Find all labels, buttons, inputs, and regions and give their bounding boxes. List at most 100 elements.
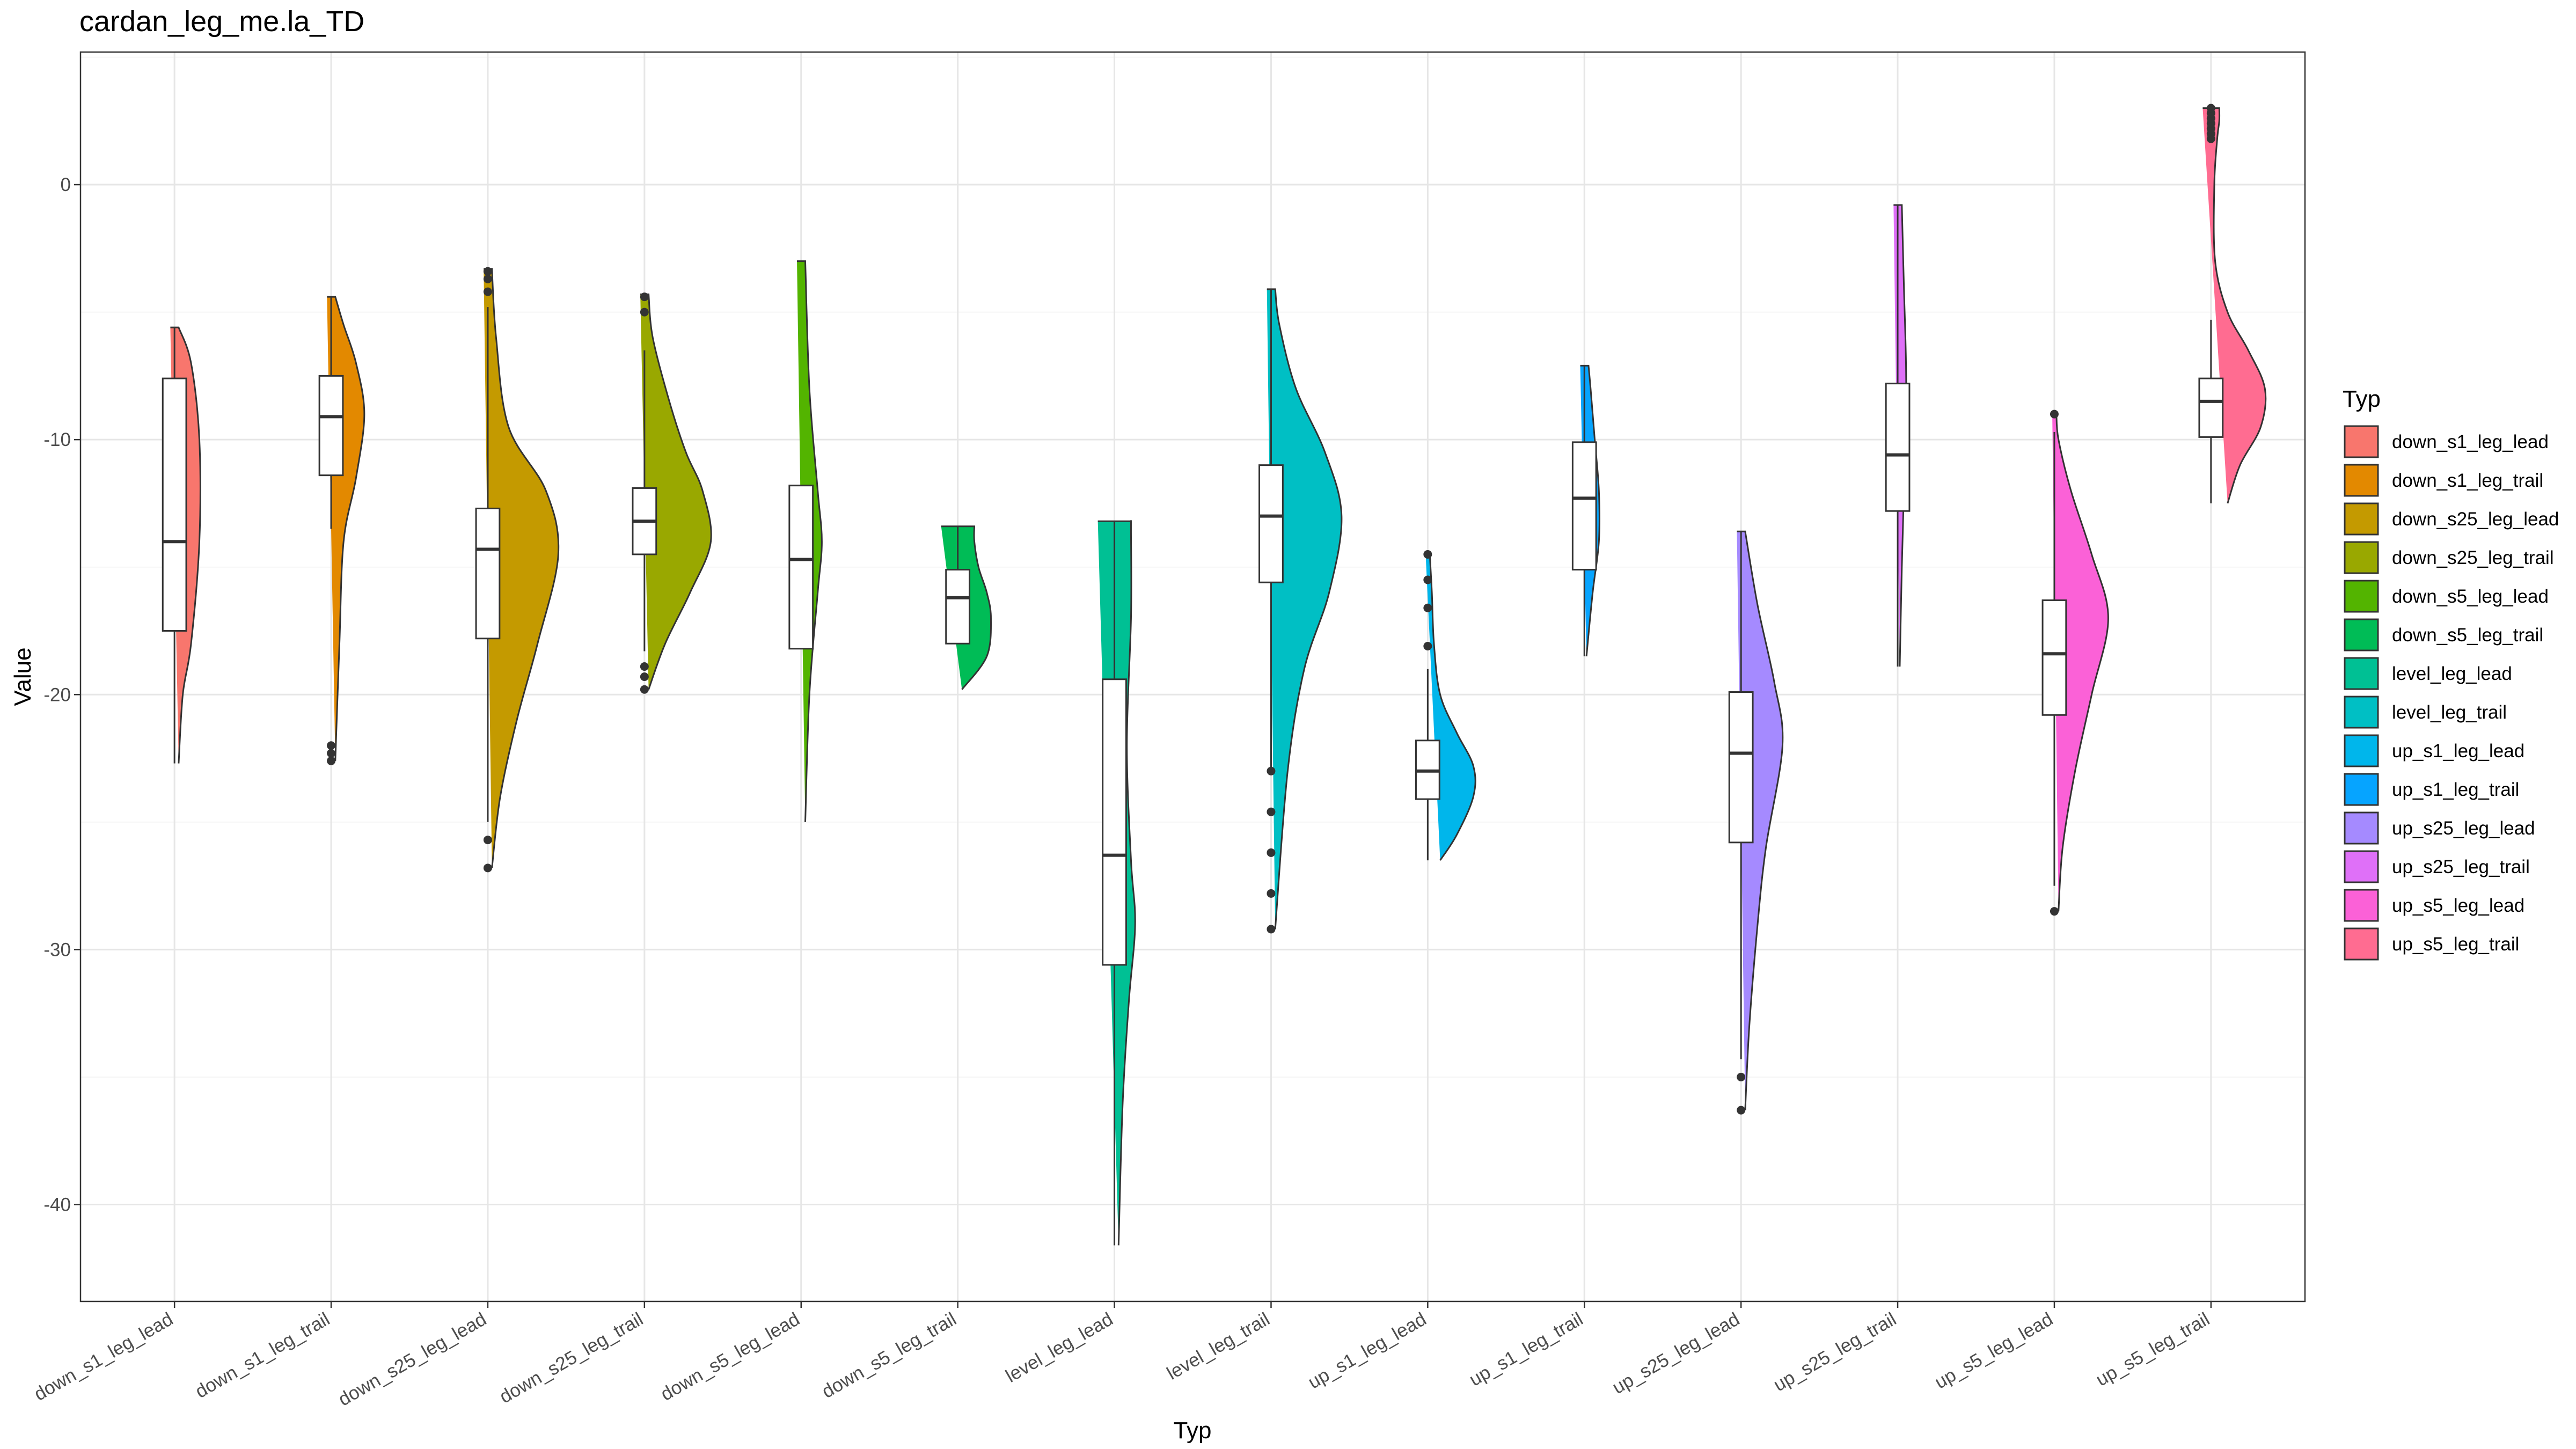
legend-label: up_s5_leg_lead bbox=[2392, 895, 2524, 916]
outlier-point bbox=[1267, 925, 1276, 934]
violin-group-down_s1_leg_lead bbox=[162, 326, 201, 764]
box bbox=[1571, 441, 1597, 570]
legend-label: up_s1_leg_trail bbox=[2392, 779, 2519, 800]
violin-group-down_s25_leg_trail bbox=[632, 292, 712, 694]
outlier-point bbox=[640, 308, 649, 317]
legend-label: down_s1_leg_lead bbox=[2392, 431, 2549, 452]
violins bbox=[162, 104, 2267, 1246]
legend-key-swatch bbox=[2344, 927, 2379, 961]
x-axis-title: Typ bbox=[1174, 1417, 1212, 1444]
outlier-point bbox=[2206, 104, 2215, 113]
outlier-point bbox=[483, 287, 492, 296]
legend-item-up_s25_leg_trail: up_s25_leg_trail bbox=[2343, 849, 2530, 884]
legend-label: down_s25_leg_lead bbox=[2392, 509, 2559, 530]
legend: Typ down_s1_leg_lead down_s1_leg_traildow… bbox=[2343, 386, 2559, 962]
legend-item-down_s1_leg_trail: down_s1_leg_trail bbox=[2343, 463, 2543, 498]
violin-shape bbox=[484, 268, 560, 868]
outlier-point bbox=[2050, 409, 2059, 419]
box bbox=[945, 568, 971, 645]
box bbox=[2041, 599, 2067, 716]
legend-key-swatch bbox=[2344, 773, 2379, 806]
legend-key-swatch bbox=[2344, 850, 2379, 883]
legend-key-swatch bbox=[2344, 541, 2379, 574]
outlier-point bbox=[1267, 889, 1276, 898]
legend-label: down_s5_leg_lead bbox=[2392, 586, 2549, 607]
legend-key-swatch bbox=[2344, 811, 2379, 845]
box bbox=[1258, 464, 1284, 583]
panel-border bbox=[79, 51, 2306, 1302]
legend-label: down_s25_leg_trail bbox=[2392, 547, 2554, 568]
legend-label: level_leg_lead bbox=[2392, 663, 2512, 684]
legend-key-swatch bbox=[2344, 889, 2379, 922]
legend-key-swatch bbox=[2344, 580, 2379, 613]
legend-item-down_s5_leg_trail: down_s5_leg_trail bbox=[2343, 617, 2543, 653]
legend-key-swatch bbox=[2344, 464, 2379, 497]
violin-group-up_s1_leg_trail bbox=[1571, 364, 1601, 657]
y-tick-label: -20 bbox=[43, 684, 71, 705]
outlier-point bbox=[483, 267, 492, 276]
legend-label: up_s1_leg_lead bbox=[2392, 741, 2524, 762]
violin-group-down_s5_leg_trail bbox=[941, 525, 992, 690]
legend-key-swatch bbox=[2344, 425, 2379, 458]
outlier-point bbox=[640, 685, 649, 694]
violin-group-up_s1_leg_lead bbox=[1415, 550, 1476, 861]
chart-title: cardan_leg_me.la_TD bbox=[79, 5, 364, 38]
y-tick-label: -30 bbox=[43, 939, 71, 960]
violin-group-up_s25_leg_lead bbox=[1728, 530, 1784, 1115]
violin-group-down_s1_leg_trail bbox=[318, 296, 365, 765]
box bbox=[2198, 377, 2224, 438]
outlier-point bbox=[327, 749, 336, 758]
legend-item-down_s1_leg_lead: down_s1_leg_lead bbox=[2343, 424, 2549, 459]
legend-label: down_s5_leg_trail bbox=[2392, 625, 2543, 646]
box bbox=[1885, 383, 1911, 512]
outlier-point bbox=[1423, 641, 1432, 650]
y-tick-label: -10 bbox=[43, 429, 71, 450]
outlier-point bbox=[640, 672, 649, 681]
legend-item-level_leg_trail: level_leg_trail bbox=[2343, 694, 2507, 730]
outlier-point bbox=[327, 741, 336, 750]
violin-shape bbox=[2202, 107, 2267, 504]
legend-item-level_leg_lead: level_leg_lead bbox=[2343, 656, 2512, 691]
legend-item-up_s1_leg_lead: up_s1_leg_lead bbox=[2343, 733, 2524, 769]
violin-group-down_s5_leg_lead bbox=[788, 260, 823, 822]
legend-key-swatch bbox=[2344, 618, 2379, 652]
legend-key-swatch bbox=[2344, 502, 2379, 536]
y-tick-label: -40 bbox=[43, 1194, 71, 1215]
violin-shape bbox=[2052, 413, 2109, 912]
outlier-point bbox=[2050, 907, 2059, 916]
outlier-point bbox=[1423, 575, 1432, 584]
legend-item-up_s25_leg_lead: up_s25_leg_lead bbox=[2343, 810, 2535, 846]
y-axis-ticks: 0 -10 -20 -30 -40 bbox=[43, 174, 80, 1215]
legend-label: up_s5_leg_trail bbox=[2392, 934, 2519, 955]
box bbox=[162, 377, 187, 632]
legend-item-down_s25_leg_lead: down_s25_leg_lead bbox=[2343, 501, 2559, 537]
outlier-point bbox=[1737, 1072, 1746, 1081]
legend-key-swatch bbox=[2344, 734, 2379, 767]
violin-group-up_s5_leg_trail bbox=[2198, 104, 2267, 504]
legend-label: up_s25_leg_trail bbox=[2392, 857, 2530, 877]
violin-group-up_s25_leg_trail bbox=[1885, 204, 1911, 667]
legend-item-down_s25_leg_trail: down_s25_leg_trail bbox=[2343, 540, 2554, 575]
violin-group-level_leg_trail bbox=[1258, 288, 1343, 934]
box bbox=[1728, 691, 1754, 844]
legend-key-swatch bbox=[2344, 696, 2379, 729]
violin-shape bbox=[640, 293, 712, 690]
legend-item-down_s5_leg_lead: down_s5_leg_lead bbox=[2343, 579, 2549, 614]
outlier-point bbox=[483, 863, 492, 873]
box bbox=[475, 507, 501, 640]
violin-shape bbox=[1737, 530, 1784, 1110]
violin-shape bbox=[1267, 288, 1343, 930]
outlier-point bbox=[640, 662, 649, 671]
y-tick-label: 0 bbox=[61, 174, 71, 195]
box bbox=[1102, 678, 1127, 966]
outlier-point bbox=[1737, 1106, 1746, 1115]
outlier-point bbox=[1267, 848, 1276, 857]
box bbox=[788, 485, 814, 650]
violin-group-down_s25_leg_lead bbox=[475, 267, 560, 873]
outlier-point bbox=[327, 756, 336, 765]
legend-item-up_s5_leg_lead: up_s5_leg_lead bbox=[2343, 888, 2524, 923]
violin-group-level_leg_lead bbox=[1097, 520, 1136, 1246]
box bbox=[318, 375, 344, 477]
y-axis-title: Value bbox=[10, 647, 36, 706]
